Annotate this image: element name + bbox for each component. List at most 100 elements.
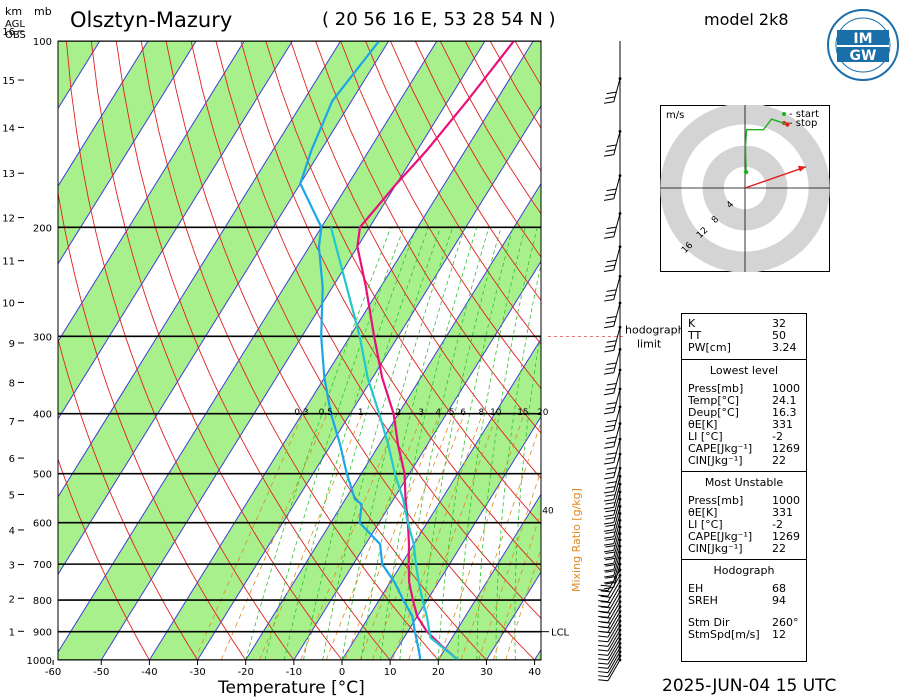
wind-barb — [598, 634, 621, 656]
index-name: θE[K] — [688, 418, 718, 431]
mixing-ratio-tick-label: 15 — [517, 408, 528, 418]
km-tick-label: 6 — [9, 454, 15, 465]
moist-adiabat — [360, 227, 466, 660]
dry-adiabat — [215, 41, 541, 619]
pressure-tick-label: 500 — [33, 470, 52, 481]
index-value: 1269 — [772, 442, 800, 455]
agl-label: OBS — [5, 30, 26, 41]
index-row: Temp[°C] 24.1 — [688, 395, 802, 407]
index-value: 331 — [772, 506, 793, 519]
hodograph-start-point — [743, 169, 749, 175]
index-section-title: Hodograph — [713, 564, 775, 577]
wind-barb — [598, 629, 621, 652]
wind-barb — [603, 468, 621, 494]
km-tick-label: 14 — [2, 123, 15, 134]
isotherm-line — [58, 41, 342, 498]
temperature-tick-label: -30 — [189, 667, 205, 678]
index-section-title: Lowest level — [709, 364, 779, 377]
wind-barb — [603, 506, 621, 532]
index-value: 50 — [772, 329, 786, 342]
index-value: 331 — [772, 418, 793, 431]
mixing-ratio-tick-label: 6 — [460, 408, 466, 418]
index-value: 1000 — [772, 382, 800, 395]
pressure-tick-label: 900 — [33, 628, 52, 639]
wind-barb — [603, 388, 621, 415]
isotherm-line — [341, 338, 541, 660]
pressure-tick-label: 700 — [33, 560, 52, 571]
isotherm-line — [58, 41, 245, 343]
wind-barb — [603, 499, 621, 525]
index-name: θE[K] — [688, 506, 718, 519]
hodograph-limit-label: hodograph — [625, 323, 685, 336]
index-value: 3.24 — [772, 341, 797, 354]
isotherm-line — [58, 41, 197, 265]
km-tick-label: 16 — [2, 27, 15, 38]
wind-barb — [603, 454, 621, 480]
mixing-ratio-line — [359, 413, 454, 660]
index-row: θE[K] 331 — [688, 419, 802, 431]
wind-barb — [598, 659, 621, 682]
wind-barb — [598, 580, 621, 603]
index-name: Temp[°C] — [688, 394, 740, 407]
index-row: PW[cm] 3.24 — [688, 342, 802, 354]
storm-motion-arrow — [744, 166, 807, 189]
index-value: 12 — [772, 628, 786, 641]
wind-barb — [598, 647, 621, 669]
index-name: Press[mb] — [688, 382, 744, 395]
wind-barb — [598, 625, 621, 647]
km-unit-label: km — [5, 5, 22, 18]
index-name: LI [°C] — [688, 430, 723, 443]
mixing-ratio-tick-label: 0.5 — [319, 408, 333, 418]
isotherm-line — [437, 493, 541, 660]
wind-barb — [598, 655, 621, 678]
hodograph-stop-point — [785, 122, 790, 127]
wind-barb — [598, 585, 621, 608]
pressure-tick-label: 800 — [33, 596, 52, 607]
valid-datetime: 2025-JUN-04 15 UTC — [662, 676, 837, 696]
wind-barb — [598, 596, 621, 618]
station-title: Olsztyn-Mazury — [70, 8, 233, 32]
wind-barb — [603, 276, 621, 302]
hodograph-legend-stop: - stop — [789, 118, 817, 129]
moist-adiabat — [457, 227, 526, 660]
temperature-tick-label: -40 — [141, 667, 157, 678]
isotherm-line — [389, 415, 541, 660]
temperature-tick-label: 40 — [528, 667, 541, 678]
wind-barb — [603, 539, 621, 566]
wind-barb — [603, 533, 621, 559]
dry-adiabat — [58, 337, 198, 660]
km-tick-label: 8 — [9, 378, 15, 389]
index-value: 22 — [772, 454, 786, 467]
index-value: 22 — [772, 542, 786, 555]
dry-adiabat — [265, 41, 541, 525]
isotherm-line — [58, 41, 390, 576]
wind-barb — [598, 638, 621, 661]
index-name: Press[mb] — [688, 494, 744, 507]
index-name: CAPE[Jkg⁻¹] — [688, 442, 753, 455]
index-row: StmSpd[m/s] 12 — [688, 629, 802, 641]
index-name: CAPE[Jkg⁻¹] — [688, 530, 753, 543]
index-row: LI [°C] -2 — [688, 431, 802, 443]
isotherm-line — [197, 105, 541, 660]
km-tick-label: 13 — [2, 169, 15, 180]
index-row: CAPE[Jkg⁻¹] 1269 — [688, 531, 802, 543]
wind-barb — [603, 520, 621, 546]
wind-barb — [603, 213, 621, 239]
wind-barb — [603, 484, 621, 510]
index-name: Deup[°C] — [688, 406, 739, 419]
wind-barb — [603, 349, 621, 375]
x-axis-title: Temperature [°C] — [218, 678, 365, 698]
wind-barb — [598, 591, 621, 613]
mixing-ratio-axis-title: Mixing Ratio [g/kg] — [570, 488, 583, 592]
mixing-ratio-tick-label: 0.3 — [294, 408, 308, 418]
isotherm-band — [149, 41, 541, 660]
wind-barb — [598, 651, 621, 674]
mixing-ratio-tick-label: 2 — [395, 408, 401, 418]
index-value: -2 — [772, 518, 783, 531]
dry-adiabat — [240, 41, 541, 572]
dry-adiabat — [140, 41, 439, 660]
index-row: SREH 94 — [688, 595, 802, 607]
wind-barb — [603, 552, 621, 578]
mixing-ratio-tick-label: 10 — [490, 408, 502, 418]
agl-label: AGL — [5, 19, 25, 30]
